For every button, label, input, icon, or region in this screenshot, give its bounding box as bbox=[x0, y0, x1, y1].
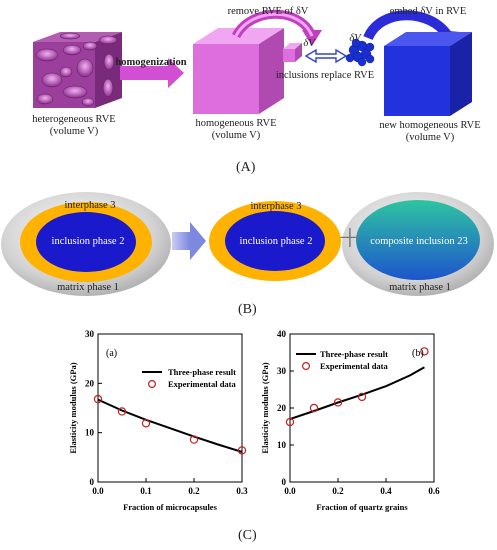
heterogeneous-label: heterogeneous RVE (volume V) bbox=[18, 114, 130, 138]
x-tick-label: 0.1 bbox=[140, 486, 152, 496]
new-homogeneous-label-line1: new homogeneous RVE bbox=[379, 120, 481, 131]
data-point-experimental bbox=[93, 394, 103, 404]
x-tick-label: 0.0 bbox=[284, 486, 296, 496]
panel-c-caption: (C) bbox=[238, 528, 257, 543]
remove-curved-arrow bbox=[231, 9, 322, 46]
y-tick-label: 30 bbox=[277, 366, 287, 376]
dv-inclusion-cluster bbox=[345, 38, 375, 67]
left-inclusion-label: inclusion phase 2 bbox=[51, 236, 125, 247]
inclusions-replace-label: inclusions replace RVE bbox=[275, 70, 375, 81]
data-point-experimental bbox=[333, 398, 343, 407]
data-point-experimental bbox=[117, 407, 127, 416]
y-tick-label: 20 bbox=[85, 378, 95, 388]
dv-label-right: δV bbox=[349, 33, 361, 44]
heterogeneous-rve-cube bbox=[33, 32, 122, 108]
legend-label-line: Three-phase result bbox=[168, 367, 236, 377]
data-point-experimental bbox=[141, 419, 151, 428]
new-homogeneous-label-line2: (volume V) bbox=[405, 132, 455, 144]
right-composite-inclusion-label: composite inclusion 23 bbox=[370, 236, 468, 247]
transform-arrow bbox=[172, 222, 206, 260]
y-tick-label: 30 bbox=[85, 329, 95, 339]
legend-label-marker: Experimental data bbox=[320, 361, 389, 371]
homogenization-label: homogenization bbox=[115, 57, 187, 68]
legend-label-marker: Experimental data bbox=[168, 379, 237, 389]
homogeneous-label: homogeneous RVE (volume V) bbox=[180, 118, 292, 142]
y-tick-label: 0 bbox=[282, 477, 287, 487]
left-composite bbox=[1, 192, 171, 296]
series-line-three-phase bbox=[289, 366, 425, 421]
panel-b-graphics bbox=[1, 192, 494, 296]
chart-b: 0.0 0.2 0.4 0.6 0 10 20 30 40 Fraction of quartz … bbox=[260, 329, 440, 512]
data-point-experimental bbox=[357, 392, 367, 402]
x-tick-label: 0.4 bbox=[380, 486, 392, 496]
x-tick-label: 0.2 bbox=[332, 486, 344, 496]
homogeneous-label-line2: (volume V) bbox=[211, 130, 261, 142]
remove-rve-label: remove RVE of δV bbox=[227, 6, 309, 17]
dv-label-left: δV bbox=[303, 38, 315, 49]
panel-b-caption: (B) bbox=[238, 302, 257, 317]
y-tick-label: 0 bbox=[90, 477, 95, 487]
mid-inclusion-label: inclusion phase 2 bbox=[239, 236, 313, 247]
panel-tag: (b) bbox=[412, 348, 424, 359]
panel-a-caption: (A) bbox=[236, 160, 256, 175]
right-composite bbox=[342, 192, 494, 296]
legend-marker-swatch bbox=[147, 379, 156, 388]
data-point-experimental bbox=[237, 446, 247, 455]
left-interphase-label: interphase 3 bbox=[64, 200, 116, 211]
x-tick-label: 0.0 bbox=[92, 486, 104, 496]
legend-marker-swatch bbox=[301, 361, 310, 370]
x-tick-label: 0.3 bbox=[236, 486, 248, 496]
plot-frame bbox=[97, 333, 243, 483]
x-axis-label: Fraction of microcapsules bbox=[123, 502, 217, 512]
data-point-experimental bbox=[285, 417, 295, 427]
data-point-experimental bbox=[309, 403, 319, 413]
new-homogeneous-label: new homogeneous RVE (volume V) bbox=[370, 120, 490, 144]
data-point-experimental bbox=[420, 347, 429, 356]
legend-label-line: Three-phase result bbox=[320, 349, 388, 359]
mid-interphase-label: interphase 3 bbox=[250, 201, 302, 212]
middle-inclusion bbox=[209, 201, 341, 281]
y-tick-label: 10 bbox=[85, 428, 95, 438]
data-point-experimental bbox=[189, 435, 199, 444]
y-tick-label: 20 bbox=[277, 403, 287, 413]
embed-label: embed δV in RVE bbox=[389, 6, 467, 17]
left-matrix-label: matrix phase 1 bbox=[57, 282, 119, 293]
new-homogeneous-rve-cube bbox=[384, 32, 472, 116]
right-matrix-label: matrix phase 1 bbox=[389, 282, 451, 293]
dv-small-cube bbox=[283, 43, 302, 62]
series-line-three-phase bbox=[97, 398, 243, 453]
x-tick-label: 0.2 bbox=[188, 486, 200, 496]
homogeneous-label-line1: homogeneous RVE bbox=[195, 118, 277, 129]
chart-a: 0.0 0.1 0.2 0.3 0 10 20 30 Fraction of microcaps… bbox=[68, 329, 248, 512]
heterogeneous-label-line1: heterogeneous RVE bbox=[32, 114, 116, 125]
y-axis-label: Elasticity modulus (GPa) bbox=[68, 362, 78, 453]
plus-sign: + bbox=[337, 220, 363, 255]
y-tick-label: 40 bbox=[277, 329, 287, 339]
y-axis-label: Elasticity modulus (GPa) bbox=[260, 362, 270, 453]
y-tick-label: 10 bbox=[277, 440, 287, 450]
panel-a-graphics bbox=[33, 9, 472, 116]
x-axis-label: Fraction of quartz grains bbox=[316, 502, 408, 512]
panel-tag: (a) bbox=[106, 348, 117, 359]
replace-double-arrow bbox=[304, 48, 348, 64]
x-tick-label: 0.6 bbox=[428, 486, 440, 496]
homogenization-arrow bbox=[120, 58, 184, 88]
heterogeneous-label-line2: (volume V) bbox=[49, 126, 99, 138]
